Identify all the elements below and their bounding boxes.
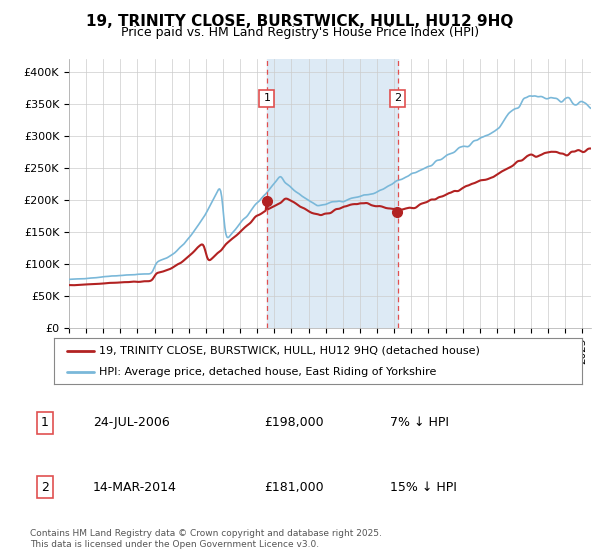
Text: 2: 2 [394, 94, 401, 104]
Text: 24-JUL-2006: 24-JUL-2006 [93, 416, 170, 430]
Text: HPI: Average price, detached house, East Riding of Yorkshire: HPI: Average price, detached house, East… [99, 367, 436, 377]
Text: Price paid vs. HM Land Registry's House Price Index (HPI): Price paid vs. HM Land Registry's House … [121, 26, 479, 39]
Text: 1: 1 [263, 94, 271, 104]
Text: 14-MAR-2014: 14-MAR-2014 [93, 480, 177, 494]
Text: £181,000: £181,000 [264, 480, 323, 494]
Text: 7% ↓ HPI: 7% ↓ HPI [390, 416, 449, 430]
Text: 1: 1 [41, 416, 49, 430]
Text: 15% ↓ HPI: 15% ↓ HPI [390, 480, 457, 494]
Text: Contains HM Land Registry data © Crown copyright and database right 2025.
This d: Contains HM Land Registry data © Crown c… [30, 529, 382, 549]
Text: 19, TRINITY CLOSE, BURSTWICK, HULL, HU12 9HQ: 19, TRINITY CLOSE, BURSTWICK, HULL, HU12… [86, 14, 514, 29]
Bar [267, 59, 398, 328]
Text: 2: 2 [41, 480, 49, 494]
Text: £198,000: £198,000 [264, 416, 323, 430]
Text: 19, TRINITY CLOSE, BURSTWICK, HULL, HU12 9HQ (detached house): 19, TRINITY CLOSE, BURSTWICK, HULL, HU12… [99, 346, 480, 356]
